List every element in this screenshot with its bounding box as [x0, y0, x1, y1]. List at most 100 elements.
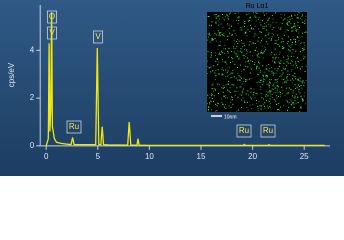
- map-dot: [211, 95, 213, 97]
- map-dot: [218, 61, 220, 63]
- map-dot: [300, 81, 302, 83]
- map-dot: [241, 83, 243, 85]
- map-dot: [274, 100, 276, 102]
- map-dot: [228, 47, 230, 49]
- map-dot: [247, 61, 249, 63]
- map-dot: [237, 79, 239, 81]
- map-dot: [295, 87, 297, 89]
- map-dot: [287, 74, 289, 76]
- map-dot: [245, 80, 247, 82]
- map-dot: [215, 13, 217, 15]
- map-dot: [258, 82, 260, 84]
- map-dot: [288, 92, 290, 94]
- map-dot: [283, 47, 285, 49]
- map-dot: [264, 107, 266, 109]
- map-dot: [232, 61, 234, 63]
- map-dot: [292, 74, 294, 76]
- map-dot: [239, 93, 241, 95]
- map-dot: [227, 18, 229, 20]
- map-dot: [283, 69, 285, 71]
- map-dot: [222, 104, 224, 106]
- map-dot: [297, 14, 299, 16]
- map-dot: [225, 97, 227, 99]
- map-dot: [269, 92, 271, 94]
- map-dot: [281, 74, 283, 76]
- map-dot: [235, 77, 237, 79]
- map-dot: [239, 86, 241, 88]
- map-dot: [258, 101, 260, 103]
- map-dot: [270, 103, 272, 105]
- map-dot: [295, 41, 297, 43]
- map-dot: [301, 14, 303, 16]
- map-dot: [274, 48, 276, 50]
- map-dot: [297, 56, 299, 58]
- map-dot: [259, 21, 261, 23]
- map-dot: [227, 75, 229, 77]
- map-dot: [266, 83, 268, 85]
- map-dot: [289, 21, 291, 23]
- map-dot: [261, 52, 263, 54]
- map-dot: [298, 80, 300, 82]
- map-dot: [276, 85, 278, 87]
- map-dot: [277, 86, 279, 88]
- map-dot: [219, 51, 221, 53]
- map-dot: [265, 13, 267, 15]
- map-dot: [218, 45, 220, 47]
- map-dot: [240, 39, 242, 41]
- map-dot: [277, 92, 279, 94]
- map-dot: [242, 55, 244, 57]
- map-dot: [284, 95, 286, 97]
- map-dot: [221, 68, 223, 70]
- map-dot: [280, 60, 282, 62]
- map-dot: [279, 109, 281, 111]
- map-dot: [291, 44, 293, 46]
- map-dot: [262, 75, 264, 77]
- map-dot: [287, 41, 289, 43]
- map-dot: [292, 29, 294, 31]
- map-dot: [276, 82, 278, 84]
- map-dot: [243, 69, 245, 71]
- map-dot: [207, 16, 209, 18]
- map-dot: [258, 16, 260, 18]
- map-dot: [303, 57, 305, 59]
- map-dot: [263, 71, 265, 73]
- map-dot: [225, 48, 227, 50]
- map-dot: [286, 19, 288, 21]
- map-dot: [266, 29, 268, 31]
- map-dot: [300, 51, 302, 53]
- map-dot: [260, 86, 262, 88]
- map-dot: [268, 38, 270, 40]
- map-dot: [219, 53, 221, 55]
- map-dot: [220, 23, 222, 25]
- map-dot: [241, 94, 243, 96]
- map-dot: [300, 106, 302, 108]
- map-dot: [243, 57, 245, 59]
- map-dot: [250, 88, 252, 90]
- map-dot: [221, 52, 223, 54]
- map-dot: [234, 43, 236, 45]
- map-dot: [279, 91, 281, 93]
- map-dot: [252, 28, 254, 30]
- map-dot: [295, 63, 297, 65]
- map-dot: [235, 40, 237, 42]
- map-dot: [241, 51, 243, 53]
- map-dot: [286, 61, 288, 63]
- map-dot: [260, 93, 262, 95]
- map-dot: [207, 103, 209, 105]
- map-dot: [291, 60, 293, 62]
- map-dot: [258, 74, 260, 76]
- map-dot: [277, 44, 279, 46]
- map-dot: [241, 90, 243, 92]
- map-dot: [253, 64, 255, 66]
- map-dot: [259, 31, 261, 33]
- map-dot: [292, 102, 294, 104]
- map-dot: [227, 35, 229, 37]
- map-dot: [254, 50, 256, 52]
- map-dot: [250, 108, 252, 110]
- map-dot: [233, 40, 235, 42]
- map-dot: [212, 38, 214, 40]
- map-dot: [289, 50, 291, 52]
- map-dot: [217, 102, 219, 104]
- map-dot: [276, 88, 278, 90]
